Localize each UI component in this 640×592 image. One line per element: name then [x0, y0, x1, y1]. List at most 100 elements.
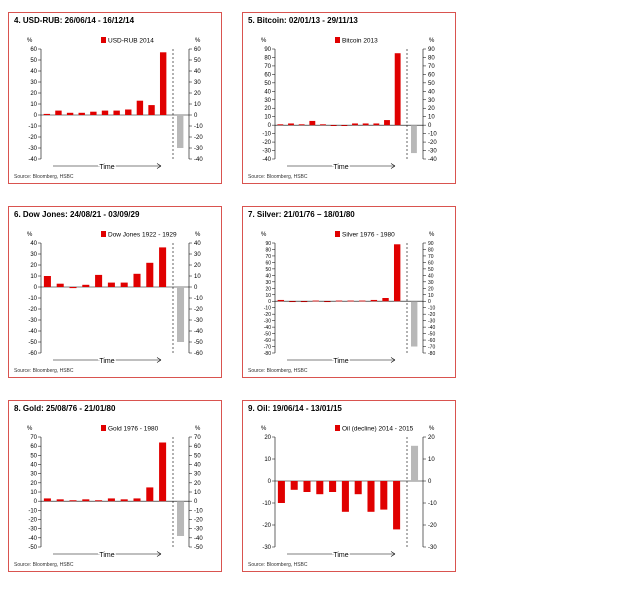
y-unit-left: % [261, 38, 267, 44]
bar [330, 125, 337, 126]
panel-title: 4. USD-RUB: 26/06/14 - 16/12/14 [14, 16, 135, 25]
bar [78, 112, 85, 115]
y-tick-label-left: 10 [30, 490, 37, 496]
y-tick-label-left: -10 [28, 508, 37, 514]
y-tick-label-left: 10 [265, 293, 271, 299]
bar [120, 282, 128, 287]
y-tick-label-right: -20 [428, 312, 435, 318]
chart-panel-dowjones: 6. Dow Jones: 24/08/21 - 03/09/29 %% 40 40… [8, 206, 222, 378]
y-tick-label-right: -10 [194, 296, 203, 302]
y-tick-label-right: 40 [428, 273, 434, 279]
bar [55, 110, 62, 115]
y-tick-label-right: 80 [428, 55, 435, 61]
source-note: Source: Bloomberg, HSBC [14, 174, 74, 180]
y-unit-left: % [27, 426, 33, 432]
y-tick-label-left: 20 [30, 91, 37, 97]
y-unit-right: % [195, 426, 201, 432]
y-tick-label-right: -40 [194, 536, 203, 542]
y-tick-label-right: 30 [194, 80, 201, 86]
y-tick-label-right: 0 [194, 285, 198, 291]
y-tick-label-left: 20 [264, 106, 271, 112]
source-note: Source: Bloomberg, HSBC [14, 368, 74, 374]
y-tick-label-right: -40 [194, 329, 203, 335]
y-tick-label-right: 70 [428, 254, 434, 260]
x-axis-label: Time [99, 358, 114, 365]
y-tick-label-right: 30 [428, 98, 435, 104]
bar [370, 299, 378, 302]
legend-swatch [101, 37, 106, 43]
y-tick-label-right: 30 [428, 280, 434, 286]
bar [352, 123, 358, 126]
y-tick-label-left: -10 [262, 501, 271, 507]
y-tick-label-right: -30 [194, 146, 203, 152]
y-tick-label-left: 60 [265, 260, 271, 266]
y-tick-label-left: 30 [30, 252, 37, 258]
bar [298, 124, 305, 126]
projection-bar [411, 125, 417, 154]
y-tick-label-left: 40 [30, 241, 37, 247]
bar [347, 300, 354, 302]
bar [43, 498, 51, 502]
chart-panel-bitcoin: 5. Bitcoin: 02/01/13 - 29/11/13 %% 90 90 80… [242, 12, 456, 184]
y-tick-label-right: 10 [194, 490, 201, 496]
bar [69, 287, 77, 289]
bar [329, 481, 337, 492]
bar [136, 100, 144, 115]
y-tick-label-left: -80 [264, 351, 271, 357]
bar [380, 481, 388, 510]
y-unit-left: % [261, 232, 267, 238]
y-unit-right: % [429, 426, 435, 432]
y-tick-label-right: -40 [194, 157, 203, 163]
projection-bar [411, 301, 418, 347]
legend-label: Bitcoin 2013 [342, 38, 378, 45]
panel-title: 6. Dow Jones: 24/08/21 - 03/09/29 [14, 210, 140, 219]
y-tick-label-right: 10 [428, 115, 435, 121]
y-tick-label-left: -10 [262, 132, 271, 138]
y-tick-label-left: 0 [268, 123, 272, 129]
chart-panel-oil: 9. Oil: 19/06/14 - 13/01/15 %% 20 20 10 10 0 0… [242, 400, 456, 572]
y-tick-label-right: 40 [194, 241, 201, 247]
y-tick-label-left: 0 [268, 479, 272, 485]
y-tick-label-right: -20 [194, 518, 203, 524]
legend-swatch [101, 231, 106, 237]
bar [341, 125, 348, 126]
y-tick-label-right: 30 [194, 252, 201, 258]
y-tick-label-left: -60 [28, 351, 37, 357]
y-tick-label-left: 10 [264, 115, 271, 121]
legend-swatch [335, 425, 340, 431]
bar [384, 120, 390, 126]
bar [324, 301, 331, 303]
y-tick-label-right: 0 [428, 299, 431, 305]
legend-swatch [335, 37, 340, 43]
bar [290, 481, 298, 490]
source-note: Source: Bloomberg, HSBC [248, 174, 308, 180]
y-tick-label-left: 20 [30, 263, 37, 269]
y-tick-label-right: 20 [194, 481, 201, 487]
y-tick-label-right: 60 [428, 260, 434, 266]
y-tick-label-left: 30 [30, 80, 37, 86]
y-tick-label-right: 50 [194, 453, 201, 459]
bar [394, 53, 401, 126]
bar [107, 282, 115, 287]
y-tick-label-left: -30 [28, 527, 37, 533]
bar [146, 487, 154, 502]
y-unit-right: % [429, 38, 435, 44]
y-tick-label-left: -50 [264, 332, 271, 338]
y-tick-label-left: -40 [28, 329, 37, 335]
y-tick-label-left: 80 [265, 247, 271, 253]
bar [43, 276, 51, 287]
y-tick-label-left: 30 [265, 280, 271, 286]
projection-bar [177, 287, 185, 342]
y-tick-label-right: -80 [428, 351, 435, 357]
bar [312, 300, 319, 302]
y-tick-label-right: -40 [428, 325, 435, 331]
projection-bar [177, 115, 184, 148]
bar [95, 274, 103, 287]
x-axis-label: Time [333, 552, 348, 559]
y-tick-label-left: 80 [264, 55, 271, 61]
x-axis-label: Time [333, 358, 348, 365]
y-tick-label-right: -30 [194, 318, 203, 324]
bar [382, 298, 389, 302]
y-tick-label-right: -10 [428, 132, 437, 138]
